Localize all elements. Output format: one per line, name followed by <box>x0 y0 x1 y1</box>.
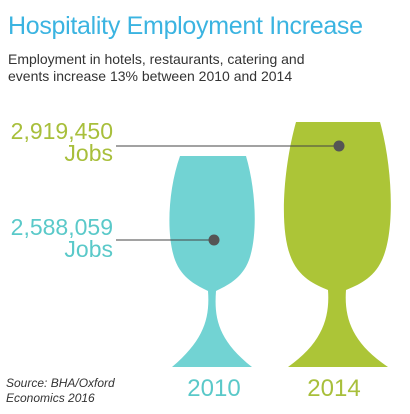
value-label-2010: 2,588,059 Jobs <box>2 214 113 262</box>
value-label-2010-unit: Jobs <box>64 236 113 262</box>
glass-mark-2010 <box>169 156 255 367</box>
value-label-2010-number: 2,588,059 <box>10 214 113 240</box>
leader-dot-2014 <box>333 140 345 152</box>
value-label-2014: 2,919,450 Jobs <box>2 118 113 166</box>
value-label-2014-unit: Jobs <box>64 140 113 166</box>
chart-subtitle: Employment in hotels, restaurants, cater… <box>8 51 305 84</box>
category-label-2014: 2014 <box>307 375 361 402</box>
value-label-2014-number: 2,919,450 <box>10 118 113 144</box>
chart-title: Hospitality Employment Increase <box>8 12 363 40</box>
category-label-2010: 2010 <box>187 375 241 402</box>
leader-dot-2010 <box>208 234 220 246</box>
source-note: Source: BHA/Oxford Economics 2016 <box>6 376 115 405</box>
glass-mark-2014 <box>283 122 391 367</box>
